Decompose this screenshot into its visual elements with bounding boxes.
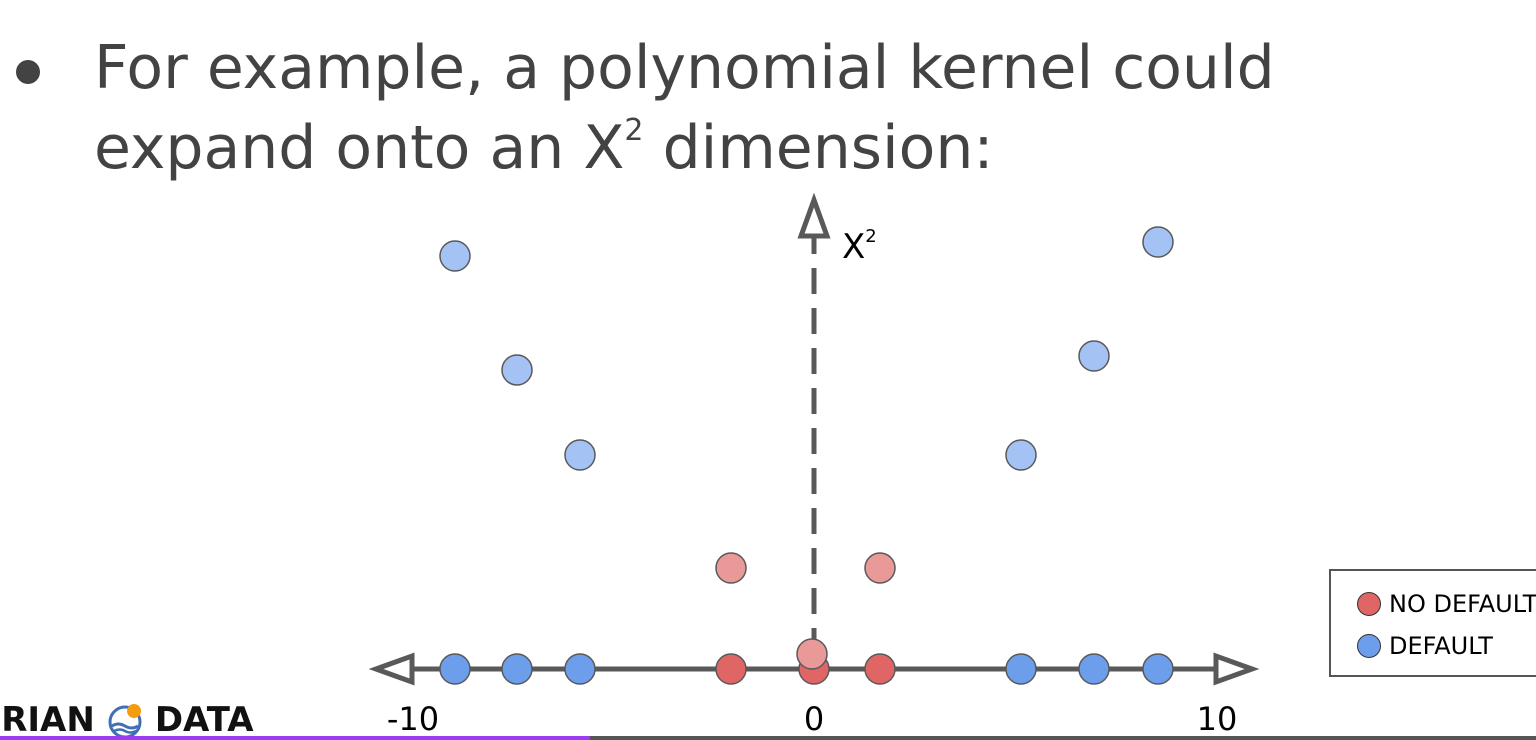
legend-label-default: DEFAULT [1389, 632, 1493, 660]
lifted-default-point [1078, 340, 1110, 372]
lifted-no-default-point [864, 552, 896, 584]
y-axis-arrowhead [797, 192, 831, 239]
legend-label-no-default: NO DEFAULT [1389, 590, 1536, 618]
lifted-no-default-point [715, 552, 747, 584]
x-tick-label-0: 0 [804, 700, 824, 738]
axis-default-point [439, 653, 471, 685]
axis-default-point [501, 653, 533, 685]
axis-no-default-point [715, 653, 747, 685]
footer-line [0, 736, 1536, 740]
x-axis-right-arrowhead [1213, 652, 1260, 686]
logo-text-right: DATA [154, 700, 254, 740]
brand-logo: ERIAN DATA [0, 700, 254, 740]
axis-default-point [564, 653, 596, 685]
x-tick-label-10: 10 [1197, 700, 1238, 738]
legend-row-no-default: NO DEFAULT [1357, 589, 1536, 619]
legend-row-default: DEFAULT [1357, 631, 1493, 661]
lifted-default-point [564, 439, 596, 471]
y-axis-label: X2 [842, 226, 877, 267]
lifted-default-point [1005, 439, 1037, 471]
axis-default-point [1142, 653, 1174, 685]
logo-text-left: ERIAN [0, 700, 95, 740]
axis-default-point [1078, 653, 1110, 685]
x-tick-label-neg10: -10 [387, 700, 439, 738]
axis-no-default-point [864, 653, 896, 685]
bullet-dot [16, 60, 40, 84]
lifted-default-point [439, 240, 471, 272]
slide-bullet-text: For example, a polynomial kernel could e… [94, 28, 1514, 188]
y-axis-label-superscript: 2 [865, 226, 876, 247]
lifted-default-point [1142, 226, 1174, 258]
logo-mark-icon [108, 704, 142, 739]
x-axis-left-arrowhead [368, 652, 415, 686]
legend: NO DEFAULT DEFAULT [1329, 569, 1536, 677]
axis-default-point [1005, 653, 1037, 685]
lifted-no-default-point-origin [796, 638, 828, 670]
footer-accent-line [0, 736, 590, 740]
legend-swatch-default [1357, 634, 1381, 658]
lifted-default-point [501, 354, 533, 386]
bullet-superscript: 2 [624, 113, 644, 148]
legend-swatch-no-default [1357, 592, 1381, 616]
bullet-text-main: For example, a polynomial kernel could e… [94, 33, 1275, 183]
bullet-text-tail: dimension: [643, 113, 994, 183]
